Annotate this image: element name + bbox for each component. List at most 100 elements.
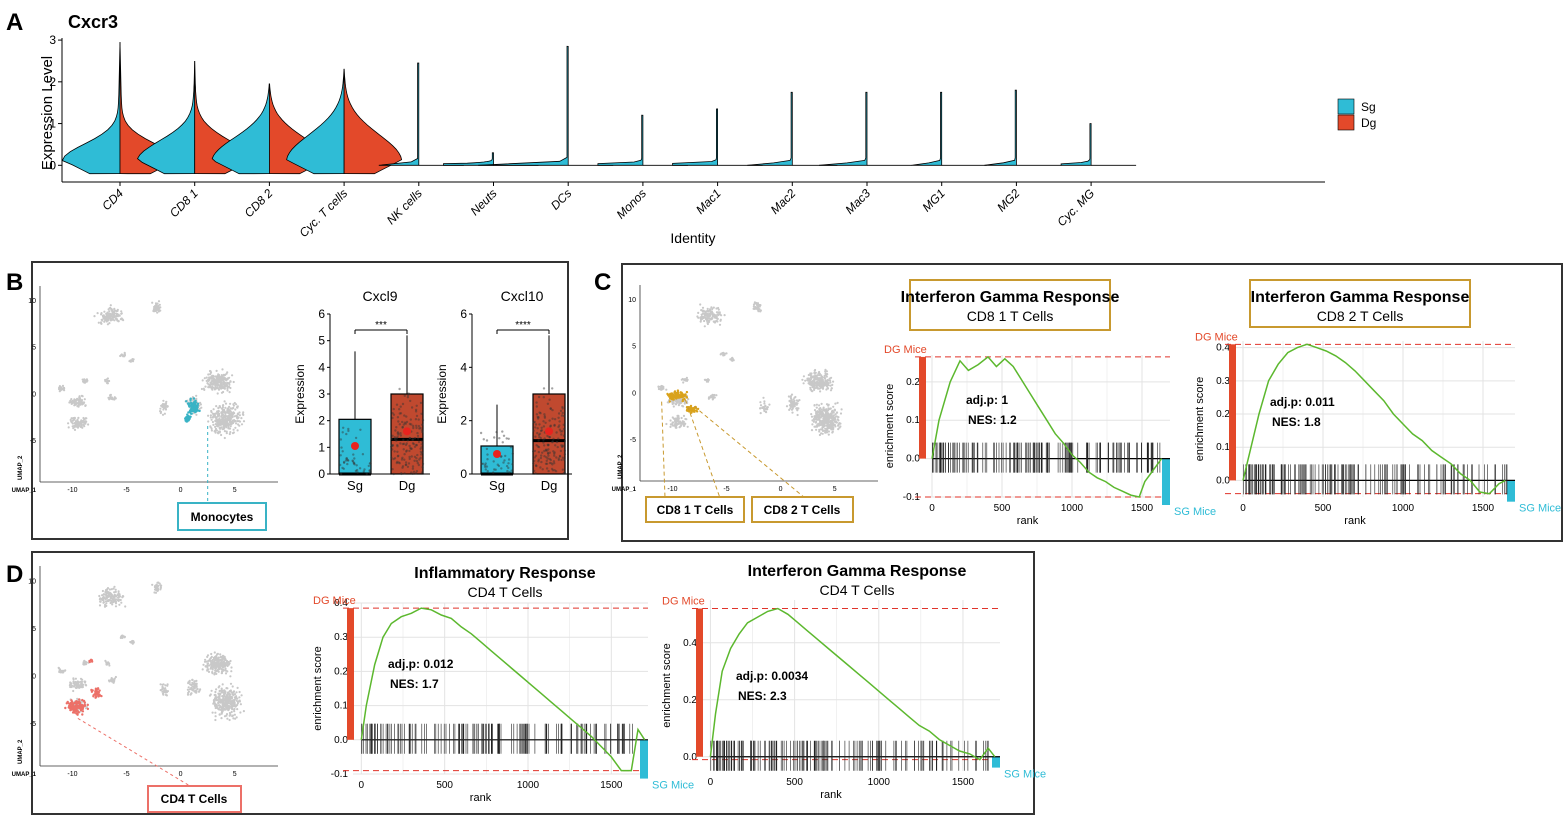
- boxplot-point: [535, 444, 538, 447]
- umap-cell: [156, 307, 159, 310]
- boxplot-point: [405, 442, 408, 445]
- boxplot-point: [544, 421, 547, 424]
- umap-cell: [669, 419, 672, 422]
- boxplot-point: [415, 459, 419, 463]
- umap-cell: [210, 689, 213, 692]
- umap-cell-highlight: [96, 687, 100, 691]
- umap-cell: [687, 398, 690, 401]
- gsea-y-axis-label: enrichment score: [1194, 377, 1206, 461]
- umap-cell: [235, 422, 238, 425]
- boxplot-point: [549, 458, 552, 462]
- boxplot-point: [486, 453, 489, 456]
- umap-cell: [215, 672, 218, 676]
- umap-cell-highlight: [72, 706, 75, 709]
- boxplot-point: [552, 450, 555, 453]
- boxplot-point: [543, 449, 546, 453]
- gsea-adj-p: adj.p: 0.012: [388, 657, 454, 671]
- umap-cell: [827, 379, 830, 382]
- boxplot-point: [420, 453, 423, 456]
- umap-cell: [814, 368, 817, 372]
- umap-x-tick-label: -5: [123, 487, 129, 494]
- umap-cell: [820, 432, 823, 435]
- umap-cell: [824, 431, 827, 434]
- umap-cell: [211, 711, 214, 714]
- umap-cell: [230, 670, 233, 673]
- umap-cell: [77, 416, 80, 419]
- umap-cell: [242, 420, 246, 423]
- boxplot-point: [368, 471, 371, 474]
- boxplot-point: [560, 433, 563, 436]
- boxplot-point: [561, 405, 564, 409]
- boxplot-point: [551, 417, 554, 420]
- umap-cell: [755, 302, 758, 305]
- boxplot-y-tick-label: 2: [460, 414, 467, 428]
- umap-cell: [214, 718, 217, 722]
- umap-cell: [61, 384, 65, 387]
- cd4-label: CD4 T Cells: [161, 792, 228, 806]
- umap-cell: [809, 388, 812, 391]
- umap-cell: [115, 312, 118, 315]
- umap-cell: [75, 402, 78, 405]
- umap-cell: [827, 415, 830, 418]
- boxplot-point: [557, 412, 561, 415]
- umap-cell: [159, 407, 162, 410]
- gsea-nes: NES: 2.3: [738, 689, 787, 703]
- umap-cell: [212, 378, 215, 381]
- umap-cell-highlight: [72, 708, 75, 711]
- gsea-dg-bar: [919, 356, 926, 459]
- umap-cell: [714, 314, 718, 317]
- umap-cell: [228, 415, 231, 418]
- boxplot-point: [339, 463, 342, 467]
- umap-cell: [116, 594, 119, 597]
- boxplot-point: [420, 429, 424, 432]
- gsea-adj-p: adj.p: 1: [966, 393, 1008, 407]
- boxplot-point: [542, 420, 545, 423]
- boxplot-point: [546, 434, 549, 438]
- umap-cell: [837, 423, 840, 427]
- umap-cell: [228, 432, 231, 436]
- boxplot-point: [368, 462, 372, 465]
- boxplot-point: [353, 463, 356, 466]
- boxplot-point: [551, 440, 554, 443]
- umap-cell: [123, 635, 126, 638]
- boxplot-point: [391, 448, 394, 451]
- umap-cell: [160, 584, 163, 587]
- boxplot-point: [534, 435, 537, 438]
- umap-cell: [214, 711, 217, 714]
- umap-cell: [832, 405, 835, 408]
- boxplot-x-tick-label: Dg: [399, 478, 416, 493]
- umap-cell: [109, 304, 112, 307]
- boxplot-point: [557, 458, 560, 462]
- umap-cell: [166, 683, 169, 686]
- umap-cell: [220, 689, 223, 692]
- violin-x-axis-label: Identity: [670, 230, 715, 246]
- umap-cell: [754, 307, 757, 310]
- boxplot-point: [397, 420, 400, 423]
- umap-cell: [216, 386, 219, 389]
- umap-cell: [685, 379, 689, 382]
- boxplot-point: [354, 436, 358, 440]
- umap-cell: [233, 707, 236, 711]
- gsea-plot-d2: Interferon Gamma Response CD4 T Cells 0.4 0…: [661, 563, 1046, 801]
- umap-cell: [193, 690, 196, 693]
- boxplot-point: [545, 467, 549, 470]
- umap-cell: [215, 688, 218, 691]
- boxplot-point: [495, 430, 498, 434]
- umap-cell: [68, 401, 71, 404]
- boxplot-point: [361, 453, 365, 456]
- umap-cell: [215, 405, 218, 408]
- boxplot-point: [558, 428, 562, 431]
- gsea-title: Interferon Gamma Response: [1251, 289, 1470, 306]
- umap-cell: [833, 408, 837, 411]
- umap-cell: [215, 418, 218, 421]
- umap-cell: [164, 684, 167, 687]
- umap-cell: [229, 386, 232, 390]
- boxplot-point: [398, 387, 401, 391]
- boxplot-y-tick-label: 5: [318, 334, 325, 348]
- gsea-y-tick-label: 0.1: [1216, 442, 1230, 453]
- umap-y-tick-label: 0: [32, 391, 36, 398]
- boxplot-point: [393, 437, 397, 441]
- boxplot-point: [545, 462, 549, 465]
- umap-cell: [131, 359, 134, 362]
- violin-x-tick-label: Cyc. T cells: [296, 186, 350, 240]
